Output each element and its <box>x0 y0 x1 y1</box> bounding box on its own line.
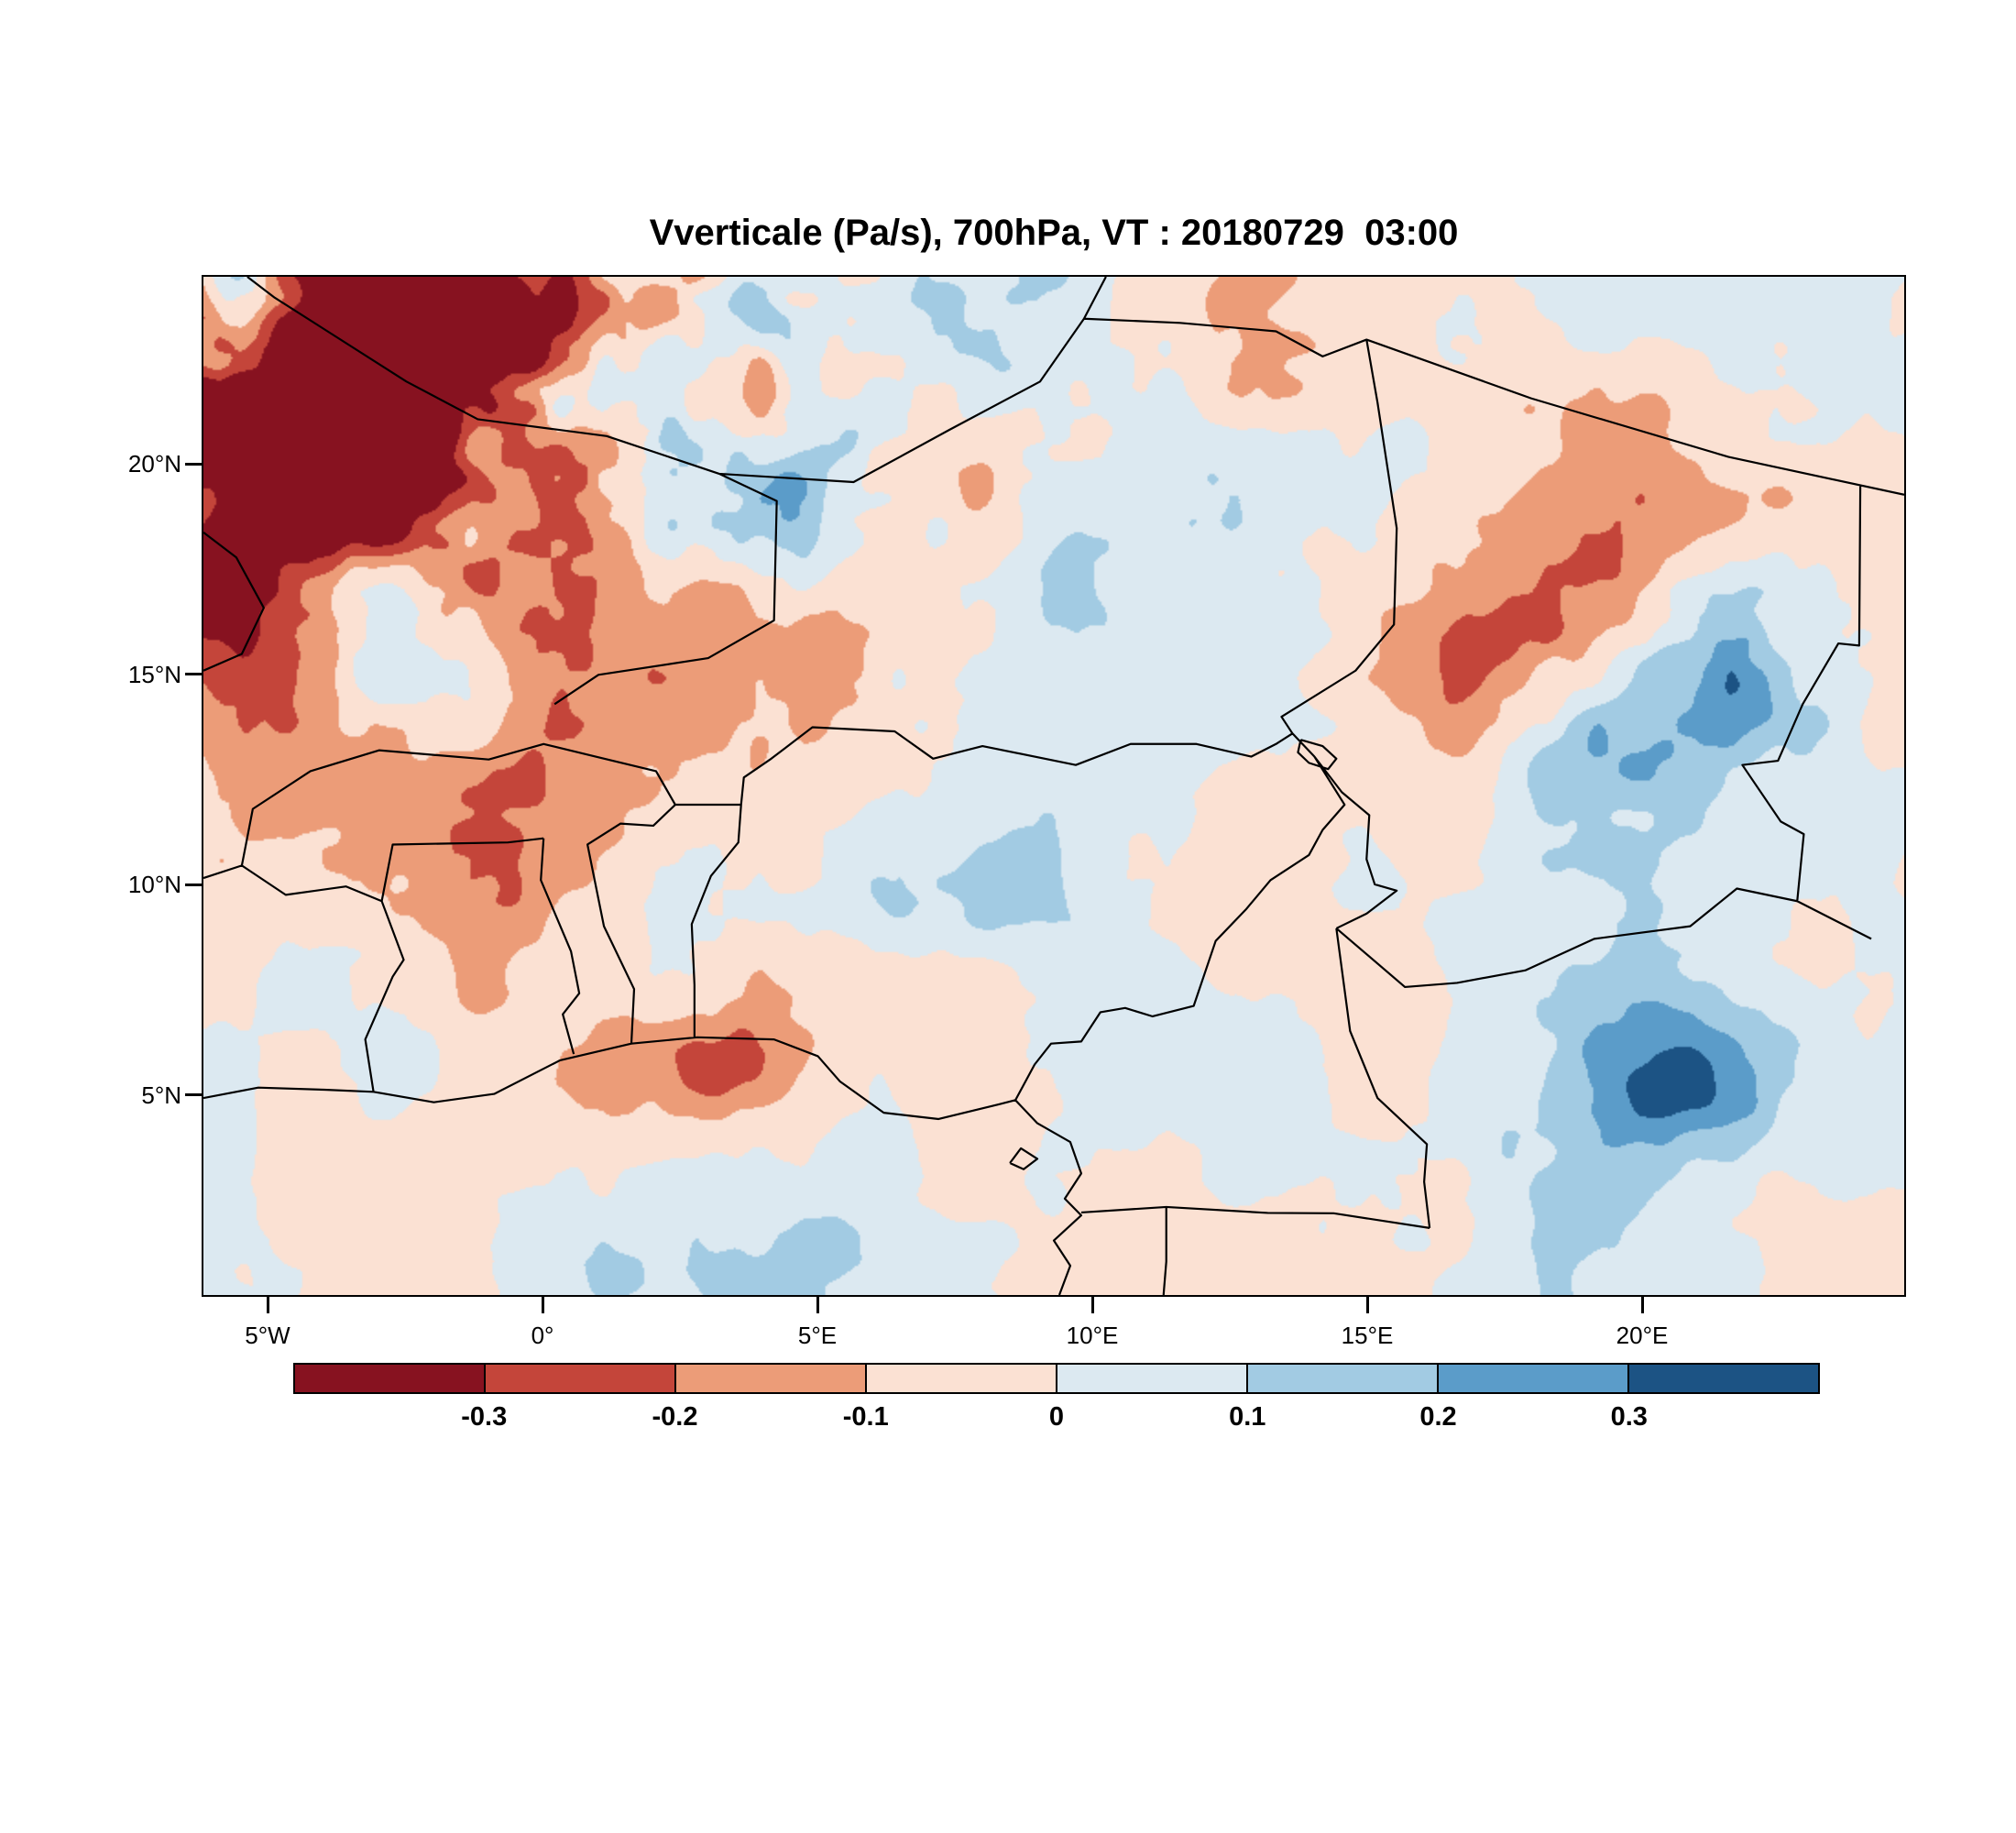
border-lines <box>203 277 1904 1295</box>
y-tick-label: 5°N <box>141 1081 181 1109</box>
chart-title: Vverticale (Pa/s), 700hPa, VT : 20180729… <box>649 213 1459 253</box>
colorbar-tick-label: 0 <box>1048 1402 1065 1432</box>
x-tick-mark <box>266 1297 269 1313</box>
colorbar-segment <box>676 1365 867 1392</box>
y-tick-label: 20°N <box>127 450 181 478</box>
x-tick-mark <box>816 1297 819 1313</box>
colorbar-segment <box>1057 1365 1248 1392</box>
colorbar-segment <box>1629 1365 1818 1392</box>
y-tick-mark <box>185 673 202 676</box>
colorbar-tick-label: -0.2 <box>652 1402 698 1432</box>
colorbar-segment <box>1248 1365 1439 1392</box>
x-tick-label: 5°W <box>245 1322 290 1349</box>
y-tick-mark <box>185 883 202 886</box>
colorbar-tick-label: -0.3 <box>461 1402 508 1432</box>
colorbar-tick-label: 0.1 <box>1229 1402 1266 1432</box>
x-tick-label: 0° <box>531 1322 554 1349</box>
y-tick-label: 15°N <box>127 660 181 688</box>
x-tick-mark <box>1090 1297 1094 1313</box>
colorbar-segment <box>295 1365 486 1392</box>
x-tick-label: 15°E <box>1341 1322 1394 1349</box>
colorbar-segment <box>486 1365 676 1392</box>
colorbar-tick-label: -0.1 <box>842 1402 889 1432</box>
x-tick-label: 20°E <box>1616 1322 1669 1349</box>
colorbar-tick-label: 0.2 <box>1419 1402 1457 1432</box>
x-tick-mark <box>541 1297 544 1313</box>
colorbar-tick-label: 0.3 <box>1610 1402 1648 1432</box>
contour-field-canvas <box>203 277 1904 1295</box>
x-tick-label: 5°E <box>797 1322 838 1349</box>
colorbar-segment <box>1439 1365 1629 1392</box>
x-tick-mark <box>1640 1297 1644 1313</box>
colorbar-segment <box>867 1365 1057 1392</box>
y-tick-label: 10°N <box>127 871 181 899</box>
y-tick-mark <box>185 462 202 466</box>
x-tick-mark <box>1365 1297 1369 1313</box>
map-plot-area <box>202 275 1906 1297</box>
country-borders-overlay <box>203 277 1904 1295</box>
x-tick-label: 10°E <box>1066 1322 1119 1349</box>
colorbar <box>293 1363 1820 1394</box>
y-tick-mark <box>185 1093 202 1097</box>
